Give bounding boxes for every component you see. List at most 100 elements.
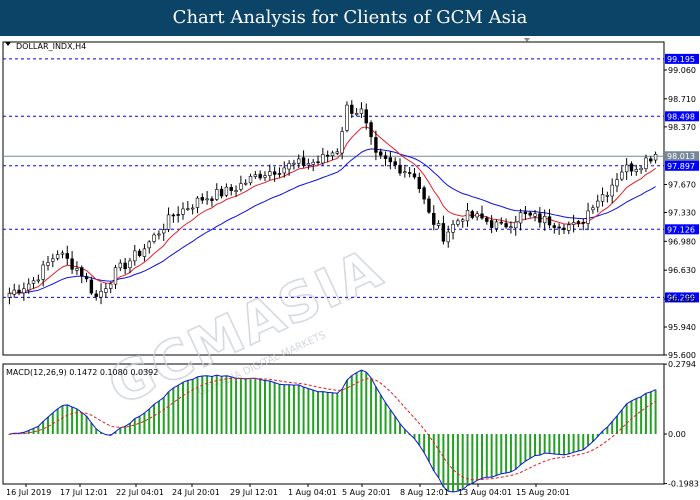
macd-histogram-bar [394,416,397,434]
candle-body [571,222,576,225]
candle-body [456,220,460,225]
macd-histogram-bar [336,393,339,434]
candle-body [108,283,113,289]
candle-body [629,163,634,172]
price-tick-label: 96.285 [668,295,696,304]
candle-body [489,220,494,228]
candle-body [195,197,200,208]
price-tick-label: 99.060 [668,66,696,75]
macd-histogram-bar [153,404,156,434]
candle-body [244,182,248,185]
candle-body [133,250,137,262]
macd-histogram-bar [514,434,517,470]
candle-body [297,158,301,164]
time-tick-label: 5 Aug 20:01 [342,488,391,497]
macd-histogram-bar [611,421,614,434]
macd-histogram-bar [71,407,74,434]
macd-histogram-bar [529,434,532,459]
price-tick-label: 97.670 [668,180,696,189]
macd-histogram-bar [432,434,435,471]
banner-title: Chart Analysis for Clients of GCM Asia [172,7,528,28]
macd-histogram-bar [606,427,609,434]
macd-histogram-bar [654,389,657,434]
macd-tick-label: 0.00 [668,430,686,439]
candle-body [46,262,50,266]
macd-histogram-bar [114,431,117,434]
candle-body [432,212,436,225]
macd-histogram-bar [244,378,247,434]
macd-histogram-bar [100,432,103,434]
macd-histogram-bar [288,384,291,434]
macd-line [9,369,656,493]
candle-body [31,280,36,284]
candle-body [36,279,41,282]
candle-body [142,248,147,257]
macd-histogram-bar [80,412,83,434]
candle-body [451,223,455,233]
candle-body [171,214,176,217]
candle-body [586,210,590,224]
candle-body [388,157,393,163]
macd-histogram-bar [220,376,223,434]
time-tick-label: 24 Jul 20:01 [172,488,220,497]
macd-histogram-bar [124,426,127,434]
candle-body [268,171,272,176]
main-chart-title: DOLLAR_INDX,H4 [16,42,86,51]
macd-tick-label: -0.1983 [668,480,699,489]
candle-body [89,279,94,294]
macd-histogram-bar [249,378,252,434]
macd-histogram-bar [471,434,474,484]
candle-body [460,219,465,222]
macd-histogram-bar [572,434,575,453]
candle-body [591,207,595,211]
macd-histogram-bar [128,423,131,434]
level-tag [665,151,699,162]
chart-menu-triangle-icon[interactable] [5,42,11,46]
macd-histogram-bar [321,391,324,434]
macd-histogram-bar [587,434,590,446]
candle-body [292,162,296,165]
candle-body [518,212,523,224]
candle-body [345,104,349,131]
macd-histogram-bar [341,389,344,434]
macd-histogram-bar [326,392,329,434]
candle-body [335,151,340,154]
candle-body [113,267,118,285]
candle-body [253,174,258,177]
macd-histogram-bar [143,412,146,434]
candle-body [84,276,89,280]
candle-body [239,183,243,190]
candle-body [272,171,277,175]
macd-histogram-bar [119,427,122,434]
candle-body [137,250,142,256]
macd-histogram-bar [8,434,11,435]
macd-plot-frame [2,363,665,485]
macd-histogram-bar [167,391,170,434]
time-tick-label: 16 Jul 2019 [6,488,51,497]
macd-histogram-bar [630,400,633,434]
macd-histogram-bar [558,434,561,455]
candle-body [470,211,475,218]
macd-histogram-bar [384,402,387,434]
macd-histogram-bar [403,429,406,434]
macd-histogram-bar [278,384,281,434]
candle-body [639,167,643,171]
level-tag [665,111,699,122]
macd-histogram-bar [399,423,402,434]
level-label: 97.897 [667,162,695,171]
candle-body [17,289,21,294]
candle-body [610,184,614,197]
macd-histogram-bar [307,388,310,434]
macd-histogram-bar [413,434,416,439]
candle-body [649,158,653,162]
macd-histogram-bar [263,380,266,434]
candle-body [22,288,26,294]
candle-body [287,163,291,170]
main-plot-frame [2,41,665,356]
macd-histogram-bar [61,405,64,434]
macd-histogram-bar [273,382,276,434]
candle-body [248,175,253,184]
candle-body [340,131,344,154]
macd-histogram-bar [331,392,334,434]
candle-body [547,216,552,226]
